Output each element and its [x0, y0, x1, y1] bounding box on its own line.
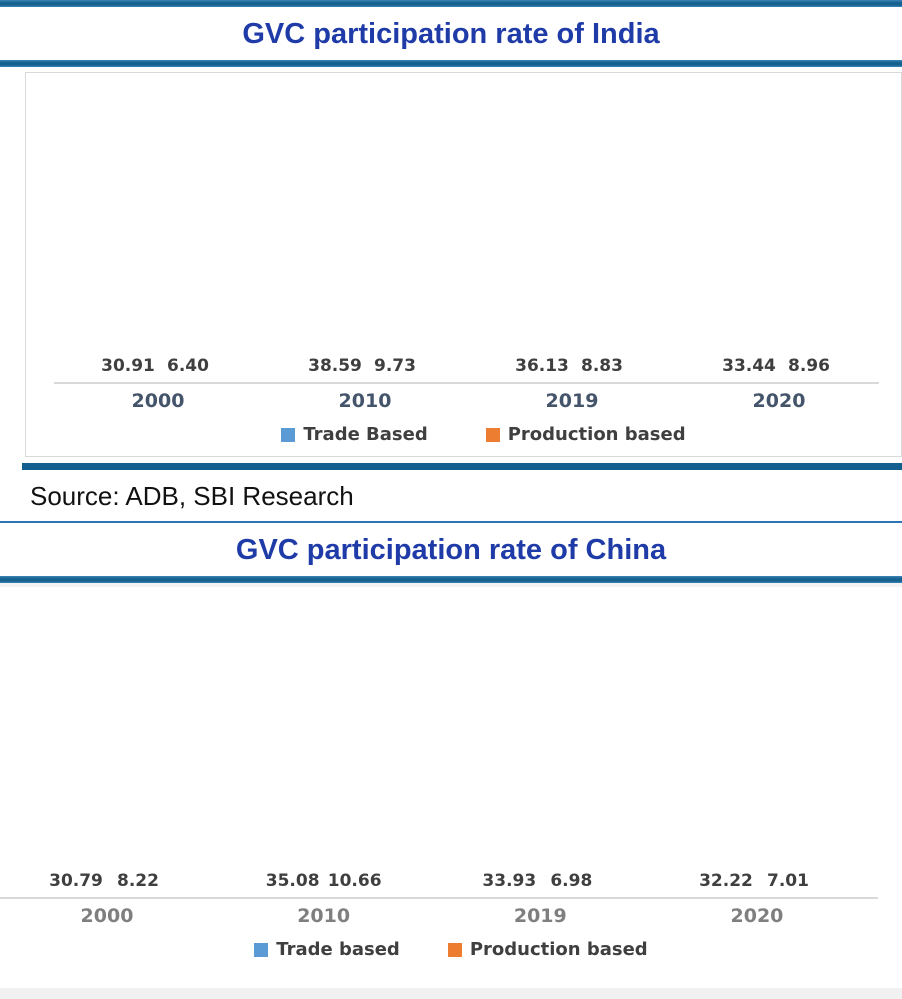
production-based-legend-swatch-icon	[447, 942, 462, 957]
india-chart-title: GVC participation rate of India	[242, 18, 660, 50]
india-legend: Trade Based Production based	[26, 424, 901, 445]
china-bar-chart: 30.79 8.22 35.08 10.66 33.93 6.98 32.22 7.01 20…	[0, 623, 902, 960]
china-category-labels: 2000 2010 2019 2020	[0, 905, 902, 927]
china-title-shadow-strip	[0, 583, 902, 587]
category-label-2019: 2019	[545, 390, 599, 412]
production-based-legend-item: Production based	[485, 424, 686, 445]
india-plot-area: 30.91 6.40 38.59 9.73 36.13 8.83 33.44 8.96	[26, 127, 901, 382]
production-based-legend-item: Production based	[447, 939, 648, 960]
data-label: 6.98	[550, 871, 593, 891]
trade-based-legend-swatch-icon	[254, 942, 269, 957]
data-label: 6.40	[167, 356, 209, 376]
data-label: 32.22	[699, 871, 753, 891]
china-legend: Trade based Production based	[0, 939, 902, 960]
thin-divider-line	[0, 521, 902, 523]
data-label: 8.96	[788, 356, 830, 376]
top-accent-line	[0, 0, 902, 7]
category-label-2010: 2010	[297, 905, 351, 927]
category-label-2010: 2010	[338, 390, 392, 412]
india-chart-frame: 30.91 6.40 38.59 9.73 36.13 8.83 33.44 8.96 200…	[25, 72, 902, 457]
china-x-axis	[0, 897, 878, 899]
production-based-legend-label: Production based	[469, 939, 648, 960]
data-label: 7.01	[766, 871, 809, 891]
data-label: 10.66	[327, 871, 382, 891]
china-chart-title: GVC participation rate of China	[235, 534, 667, 566]
india-x-axis	[54, 382, 879, 384]
data-label: 33.44	[722, 356, 776, 376]
production-based-legend-swatch-icon	[485, 427, 500, 442]
data-label: 38.59	[308, 356, 362, 376]
data-label: 36.13	[515, 356, 569, 376]
bottom-edge-strip	[0, 988, 902, 999]
source-text: Source: ADB, SBI Research	[30, 481, 354, 511]
source-divider-line	[22, 463, 902, 470]
trade-based-legend-item: Trade based	[254, 939, 400, 960]
data-label: 8.83	[581, 356, 623, 376]
data-label: 30.91	[101, 356, 155, 376]
category-label-2000: 2000	[131, 390, 185, 412]
category-label-2019: 2019	[513, 905, 567, 927]
category-label-2020: 2020	[730, 905, 784, 927]
china-title-underline	[0, 576, 902, 583]
data-label: 8.22	[117, 871, 159, 891]
data-label: 9.73	[374, 356, 416, 376]
category-label-2000: 2000	[80, 905, 134, 927]
india-category-labels: 2000 2010 2019 2020	[26, 390, 901, 412]
category-label-2020: 2020	[752, 390, 806, 412]
china-plot-area: 30.79 8.22 35.08 10.66 33.93 6.98 32.22 7.01	[0, 623, 902, 897]
trade-based-legend-label: Trade Based	[303, 424, 428, 445]
production-based-legend-label: Production based	[507, 424, 686, 445]
india-title-underline	[0, 60, 902, 67]
data-label: 30.79	[49, 871, 103, 891]
india-bar-chart: 30.91 6.40 38.59 9.73 36.13 8.83 33.44 8.96 200…	[26, 127, 901, 445]
data-label: 35.08	[265, 871, 320, 891]
trade-based-legend-swatch-icon	[281, 427, 296, 442]
trade-based-legend-label: Trade based	[276, 939, 400, 960]
data-label: 33.93	[482, 871, 537, 891]
trade-based-legend-item: Trade Based	[281, 424, 428, 445]
